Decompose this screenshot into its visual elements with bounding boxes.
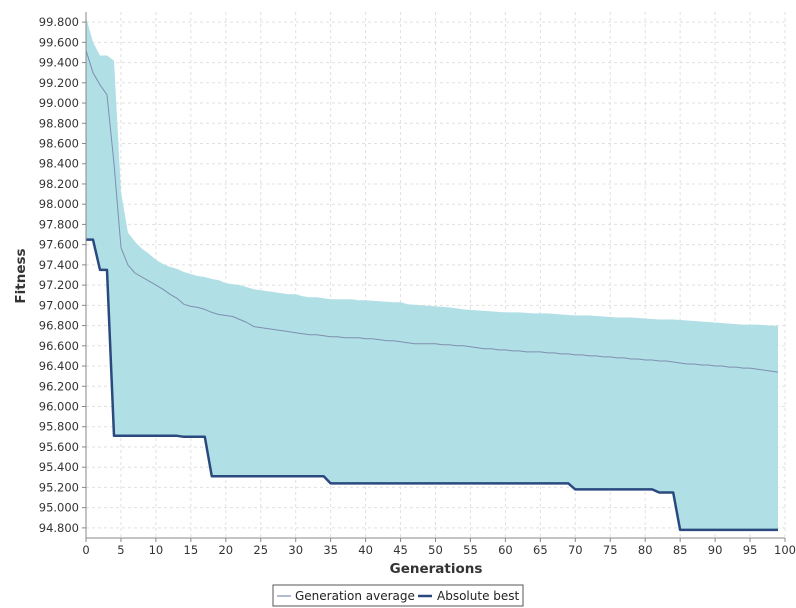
y-tick-label: 96.600: [39, 339, 79, 353]
x-tick-label: 95: [743, 543, 758, 557]
y-tick-label: 99.800: [39, 15, 79, 29]
y-tick-label: 98.000: [39, 197, 79, 211]
band-area: [86, 17, 778, 530]
y-tick-label: 95.400: [39, 460, 79, 474]
y-tick-label: 98.800: [39, 116, 79, 130]
x-tick-label: 90: [708, 543, 723, 557]
y-tick-label: 97.600: [39, 238, 79, 252]
y-tick-label: 95.000: [39, 501, 79, 515]
x-tick-label: 50: [428, 543, 443, 557]
legend-label-absolute-best: Absolute best: [437, 589, 520, 603]
x-tick-label: 35: [323, 543, 338, 557]
x-tick-label: 75: [603, 543, 618, 557]
y-axis-title: Fitness: [13, 248, 29, 303]
y-tick-label: 97.400: [39, 258, 79, 272]
fitness-range-band: [86, 17, 778, 530]
y-tick-label: 96.200: [39, 379, 79, 393]
y-tick-label: 97.200: [39, 278, 79, 292]
x-tick-label: 60: [498, 543, 513, 557]
y-tick-label: 99.200: [39, 76, 79, 90]
series-lines: [85, 50, 779, 532]
x-tick-label: 5: [117, 543, 124, 557]
legend-label-generation-average: Generation average: [295, 589, 415, 603]
series-line-absolute-best: [86, 238, 778, 532]
x-tick-label: 20: [218, 543, 233, 557]
x-tick-label: 40: [358, 543, 373, 557]
y-tick-label: 98.600: [39, 137, 79, 151]
x-tick-label: 70: [568, 543, 583, 557]
y-tick-label: 96.400: [39, 359, 79, 373]
y-tick-label: 98.400: [39, 157, 79, 171]
y-tick-label: 94.800: [39, 521, 79, 535]
y-tick-label: 99.000: [39, 96, 79, 110]
x-tick-label: 30: [288, 543, 303, 557]
x-tick-label: 80: [638, 543, 653, 557]
x-tick-label: 0: [82, 543, 89, 557]
y-tick-label: 97.000: [39, 298, 79, 312]
y-tick-label: 95.600: [39, 440, 79, 454]
legend-box: [272, 584, 524, 607]
y-tick-label: 98.200: [39, 177, 79, 191]
y-tick-label: 96.000: [39, 400, 79, 414]
y-tick-label: 99.400: [39, 56, 79, 70]
x-tick-label: 25: [253, 543, 268, 557]
x-tick-label: 10: [149, 543, 164, 557]
tick-labels: 94.800 95.000 95.200 95.400 95.600 95.800 96.0…: [39, 15, 796, 557]
x-tick-label: 65: [533, 543, 548, 557]
x-tick-label: 45: [393, 543, 408, 557]
y-tick-label: 95.800: [39, 420, 79, 434]
x-tick-label: 15: [184, 543, 199, 557]
y-tick-label: 96.800: [39, 319, 79, 333]
y-tick-label: 97.800: [39, 217, 79, 231]
y-tick-label: 95.200: [39, 480, 79, 494]
legend: Generation average Absolute best: [272, 584, 524, 607]
x-tick-label: 85: [673, 543, 688, 557]
x-tick-label: 100: [774, 543, 796, 557]
x-axis-title: Generations: [390, 561, 483, 577]
series-line-generation-average: [85, 50, 779, 373]
y-tick-label: 99.600: [39, 35, 79, 49]
x-tick-label: 55: [463, 543, 478, 557]
